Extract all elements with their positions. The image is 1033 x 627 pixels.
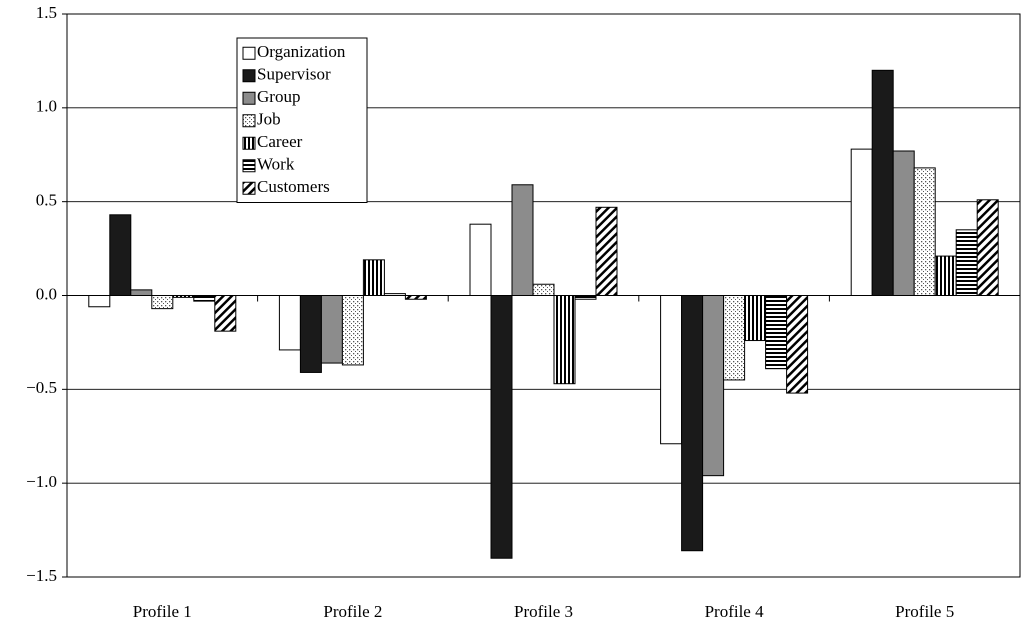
y-tick-label: −1.5 (26, 566, 57, 585)
bar (404, 295, 427, 300)
legend-swatch (242, 159, 256, 173)
y-tick-label: −1.0 (26, 472, 57, 491)
legend-label: Work (257, 155, 295, 174)
bar (765, 295, 788, 370)
bar (850, 148, 873, 296)
x-tick-label: Profile 5 (895, 602, 954, 621)
legend-label: Group (257, 87, 300, 106)
y-tick-label: 0.0 (36, 284, 57, 303)
legend-swatch (242, 136, 256, 150)
bar (278, 295, 301, 351)
bar (490, 295, 513, 559)
bar (574, 295, 597, 300)
bar (362, 259, 385, 296)
bar (88, 295, 111, 308)
bar (595, 206, 618, 296)
bar (681, 295, 704, 552)
bar (341, 295, 364, 366)
bar (320, 295, 343, 364)
legend-swatch (242, 91, 256, 105)
bar (976, 199, 999, 296)
y-tick-label: −0.5 (26, 378, 57, 397)
bar (214, 295, 237, 332)
x-tick-label: Profile 1 (133, 602, 192, 621)
bar (553, 295, 576, 385)
y-tick-label: 1.5 (36, 3, 57, 22)
bar (511, 184, 534, 297)
bar (934, 255, 957, 296)
bar (151, 295, 174, 310)
bar (723, 295, 746, 381)
x-tick-label: Profile 3 (514, 602, 573, 621)
y-tick-label: 0.5 (36, 191, 57, 210)
bar (871, 69, 894, 296)
bar (660, 295, 683, 445)
y-tick-label: 1.0 (36, 97, 57, 116)
bar (955, 229, 978, 296)
bar (299, 295, 322, 373)
bar (744, 295, 767, 342)
bar (892, 150, 915, 296)
bar (532, 283, 555, 296)
x-tick-label: Profile 2 (323, 602, 382, 621)
legend-swatch (242, 46, 256, 60)
legend-label: Customers (257, 177, 330, 196)
bar (702, 295, 725, 477)
legend-swatch (242, 181, 256, 195)
legend-swatch (242, 114, 256, 128)
x-tick-label: Profile 4 (705, 602, 765, 621)
bar (786, 295, 809, 394)
legend-swatch (242, 69, 256, 83)
legend-label: Career (257, 132, 303, 151)
bar (193, 295, 216, 302)
legend-label: Supervisor (257, 65, 331, 84)
legend-label: Job (257, 110, 281, 129)
bar (109, 214, 132, 296)
bar (913, 167, 936, 297)
legend-box (236, 37, 368, 203)
bar (469, 223, 492, 296)
bar (130, 289, 153, 296)
legend-label: Organization (257, 42, 346, 61)
